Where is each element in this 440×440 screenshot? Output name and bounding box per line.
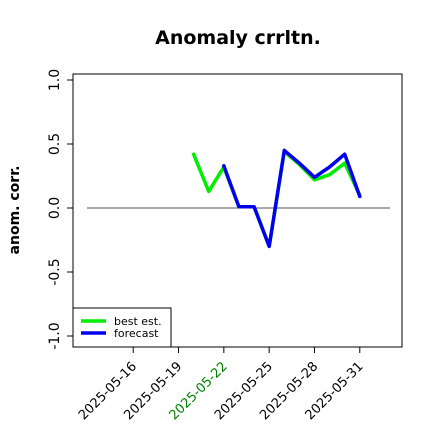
y-tick-label: -0.5 bbox=[47, 258, 63, 285]
legend-label: forecast bbox=[114, 327, 159, 340]
y-tick-label: 0.5 bbox=[47, 133, 63, 155]
y-axis-label: anom. corr. bbox=[7, 166, 23, 255]
legend-box bbox=[72, 307, 172, 348]
series-line-forecast bbox=[222, 148, 362, 249]
legend-label: best est. bbox=[114, 315, 162, 328]
y-tick-label: -1.0 bbox=[47, 322, 63, 349]
chart-title: Anomaly crrltn. bbox=[155, 27, 321, 49]
y-tick-label: 1.0 bbox=[47, 69, 63, 91]
plot-frame bbox=[72, 73, 403, 348]
y-tick-label: 0.0 bbox=[47, 197, 63, 219]
